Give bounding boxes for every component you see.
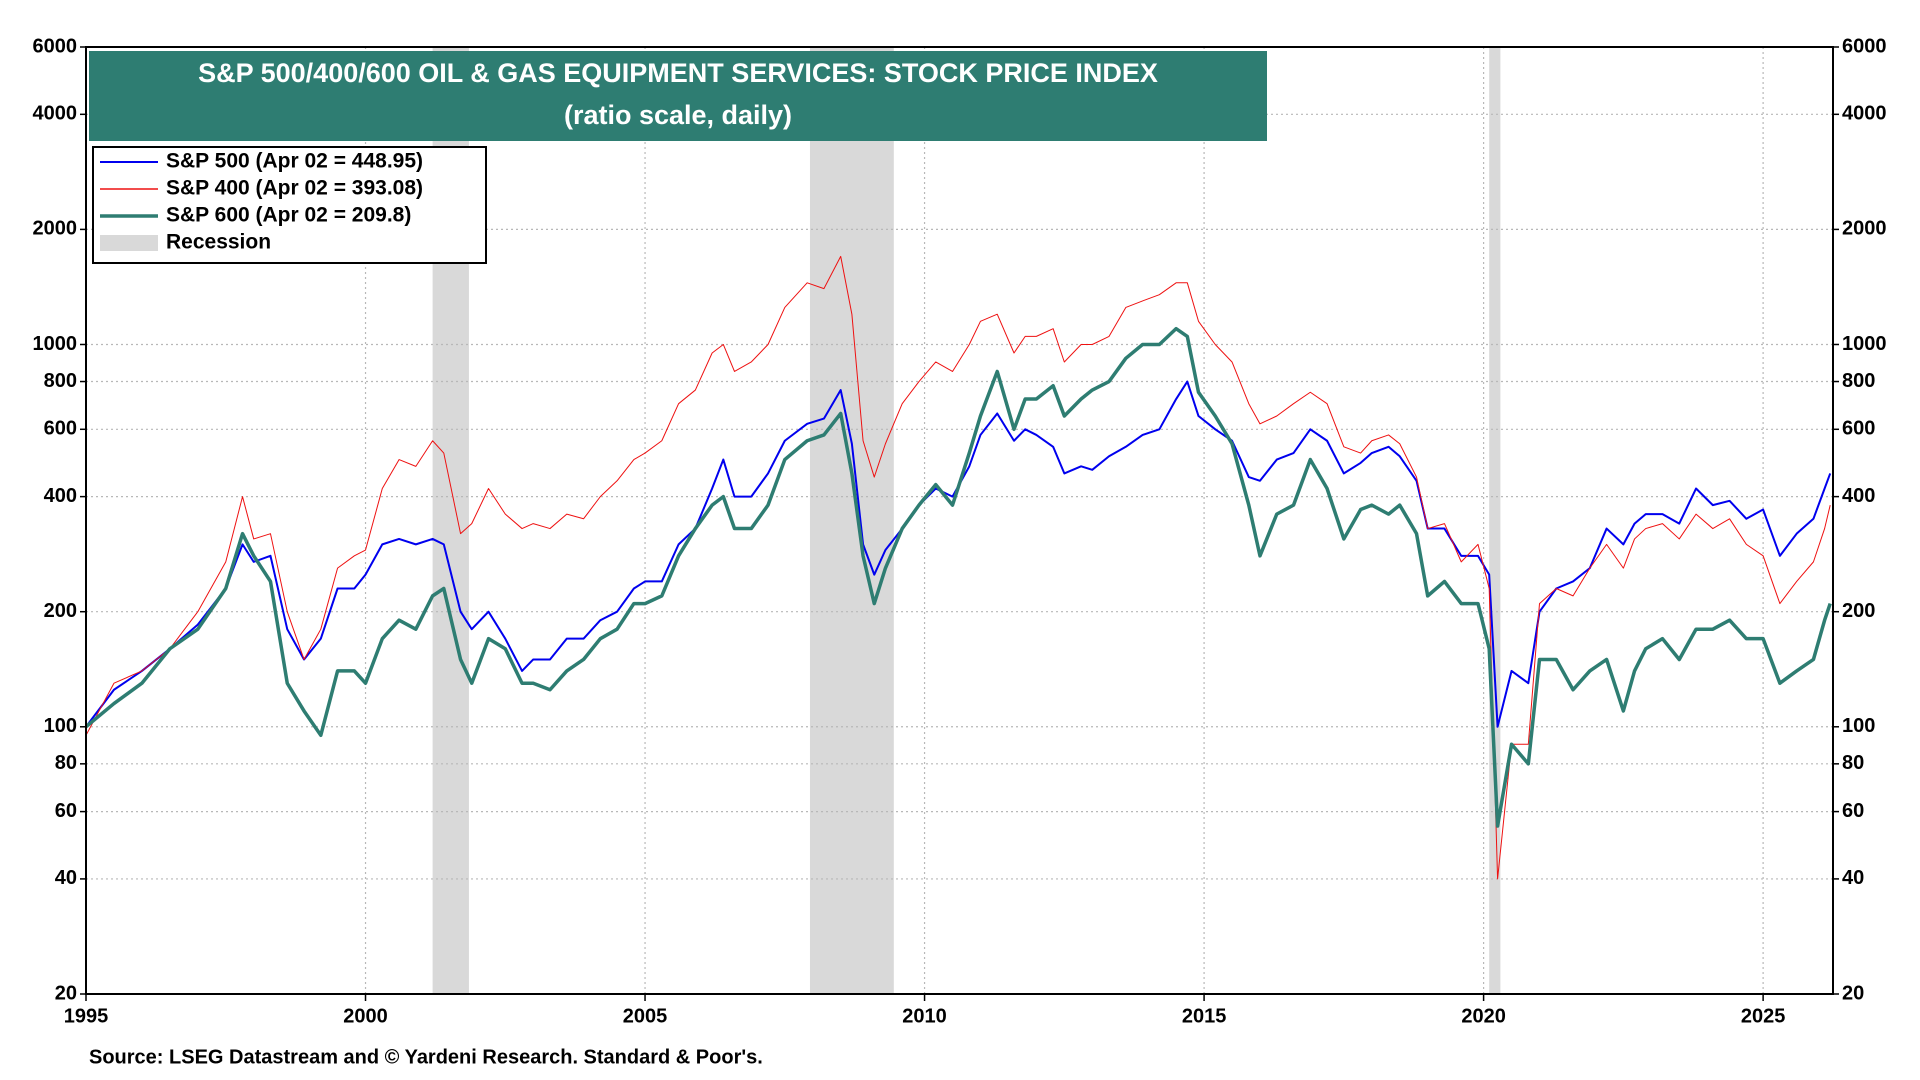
recession-layer bbox=[432, 47, 1501, 994]
source-note: Source: LSEG Datastream and © Yardeni Re… bbox=[89, 1046, 763, 1068]
y2-tick-label: 80 bbox=[1842, 752, 1864, 774]
y2-tick-label: 20 bbox=[1842, 982, 1864, 1004]
y2-tick-label: 100 bbox=[1842, 715, 1875, 737]
x-tick-label: 2010 bbox=[902, 1005, 947, 1027]
legend-swatch bbox=[100, 235, 158, 251]
y-tick-label: 600 bbox=[44, 418, 77, 440]
y-tick-label: 40 bbox=[55, 867, 77, 889]
y-tick-label: 80 bbox=[55, 752, 77, 774]
legend: S&P 500 (Apr 02 = 448.95) S&P 400 (Apr 02… bbox=[92, 146, 487, 264]
legend-label: Recession bbox=[166, 231, 271, 254]
y2-tick-label: 2000 bbox=[1842, 218, 1887, 240]
chart-title: S&P 500/400/600 OIL & GAS EQUIPMENT SERV… bbox=[198, 58, 1158, 88]
y2-tick-label: 40 bbox=[1842, 867, 1864, 889]
x-tick-label: 2020 bbox=[1461, 1005, 1506, 1027]
plot-frame bbox=[85, 46, 1834, 995]
y2-tick-label: 1000 bbox=[1842, 333, 1887, 355]
series-line bbox=[85, 380, 1832, 728]
series-line bbox=[85, 255, 1831, 880]
chart-subtitle: (ratio scale, daily) bbox=[564, 100, 792, 130]
legend-label: S&P 400 (Apr 02 = 393.08) bbox=[166, 177, 423, 200]
y-tick-label: 200 bbox=[44, 600, 77, 622]
legend-label: S&P 600 (Apr 02 = 209.8) bbox=[166, 204, 411, 227]
legend-label: S&P 500 (Apr 02 = 448.95) bbox=[166, 150, 423, 173]
y-tick-label: 4000 bbox=[33, 103, 78, 125]
x-tick-label: 1995 bbox=[64, 1005, 109, 1027]
y-tick-label: 6000 bbox=[33, 35, 78, 57]
y2-tick-label: 200 bbox=[1842, 600, 1875, 622]
y-tick-label: 800 bbox=[44, 370, 77, 392]
y2-tick-label: 600 bbox=[1842, 418, 1875, 440]
legend-box bbox=[92, 146, 487, 264]
y-tick-label: 60 bbox=[55, 800, 77, 822]
x-tick-label: 2015 bbox=[1182, 1005, 1227, 1027]
y-tick-label: 1000 bbox=[33, 333, 78, 355]
series-line bbox=[84, 326, 1832, 828]
y2-tick-label: 60 bbox=[1842, 800, 1864, 822]
y2-tick-label: 4000 bbox=[1842, 103, 1887, 125]
y-tick-label: 2000 bbox=[33, 218, 78, 240]
x-tick-label: 2005 bbox=[623, 1005, 668, 1027]
y2-tick-label: 400 bbox=[1842, 485, 1875, 507]
x-tick-label: 2025 bbox=[1741, 1005, 1786, 1027]
y-tick-label: 20 bbox=[55, 982, 77, 1004]
recession-band bbox=[809, 47, 894, 994]
y-tick-label: 400 bbox=[44, 485, 77, 507]
y2-tick-label: 800 bbox=[1842, 370, 1875, 392]
x-tick-label: 2000 bbox=[343, 1005, 388, 1027]
y2-tick-label: 6000 bbox=[1842, 35, 1887, 57]
line-layer bbox=[84, 255, 1832, 880]
title-box bbox=[89, 51, 1267, 141]
y-tick-label: 100 bbox=[44, 715, 77, 737]
recession-band bbox=[1489, 47, 1501, 994]
